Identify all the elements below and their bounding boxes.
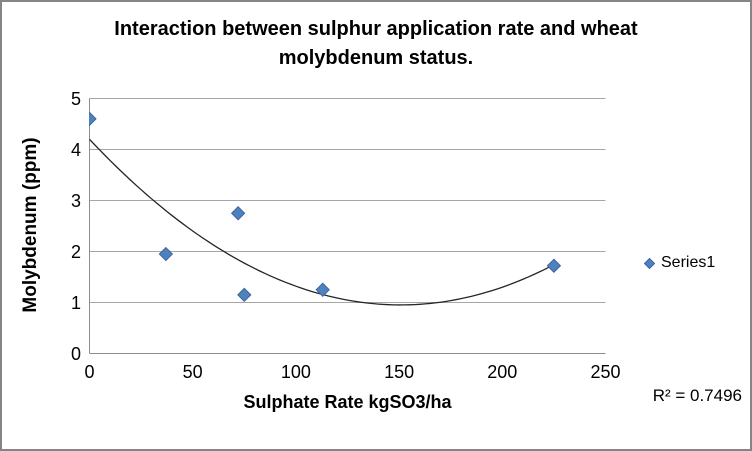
data-point-marker[interactable] <box>230 206 246 221</box>
data-point-marker[interactable] <box>158 246 174 262</box>
y-tick-label: 3 <box>70 190 81 211</box>
legend-series-label: Series1 <box>661 254 716 271</box>
r-squared-label: R² = 0.7496 <box>652 386 742 405</box>
trendline-curve[interactable] <box>89 138 555 306</box>
legend[interactable]: Series1 <box>644 254 715 272</box>
x-tick-label: 50 <box>182 362 203 382</box>
data-point-marker[interactable] <box>89 111 97 127</box>
y-tick-label: 2 <box>70 241 81 262</box>
y-tick-label: 4 <box>70 139 81 160</box>
data-point-marker[interactable] <box>546 258 562 273</box>
x-tick-label: 250 <box>590 362 621 382</box>
chart-title-line-2: molybdenum status. <box>278 47 474 69</box>
x-tick-label: 150 <box>384 362 415 382</box>
chart-title: Interaction between sulphur application … <box>2 15 750 73</box>
chart-title-line-1: Interaction between sulphur application … <box>114 18 638 40</box>
plot-area[interactable] <box>89 98 606 355</box>
y-axis-title: Molybdenum (ppm) <box>20 137 41 313</box>
legend-diamond-icon <box>644 257 655 269</box>
y-tick-label: 5 <box>70 88 81 109</box>
x-tick-label: 200 <box>487 362 518 382</box>
y-tick-label: 0 <box>70 343 81 364</box>
data-point-marker[interactable] <box>315 282 330 297</box>
y-tick-label: 1 <box>70 292 81 313</box>
data-point-marker[interactable] <box>237 287 252 303</box>
x-axis-title: Sulphate Rate kgSO3/ha <box>243 392 452 412</box>
x-tick-label: 0 <box>84 362 95 382</box>
x-tick-label: 100 <box>280 362 311 382</box>
